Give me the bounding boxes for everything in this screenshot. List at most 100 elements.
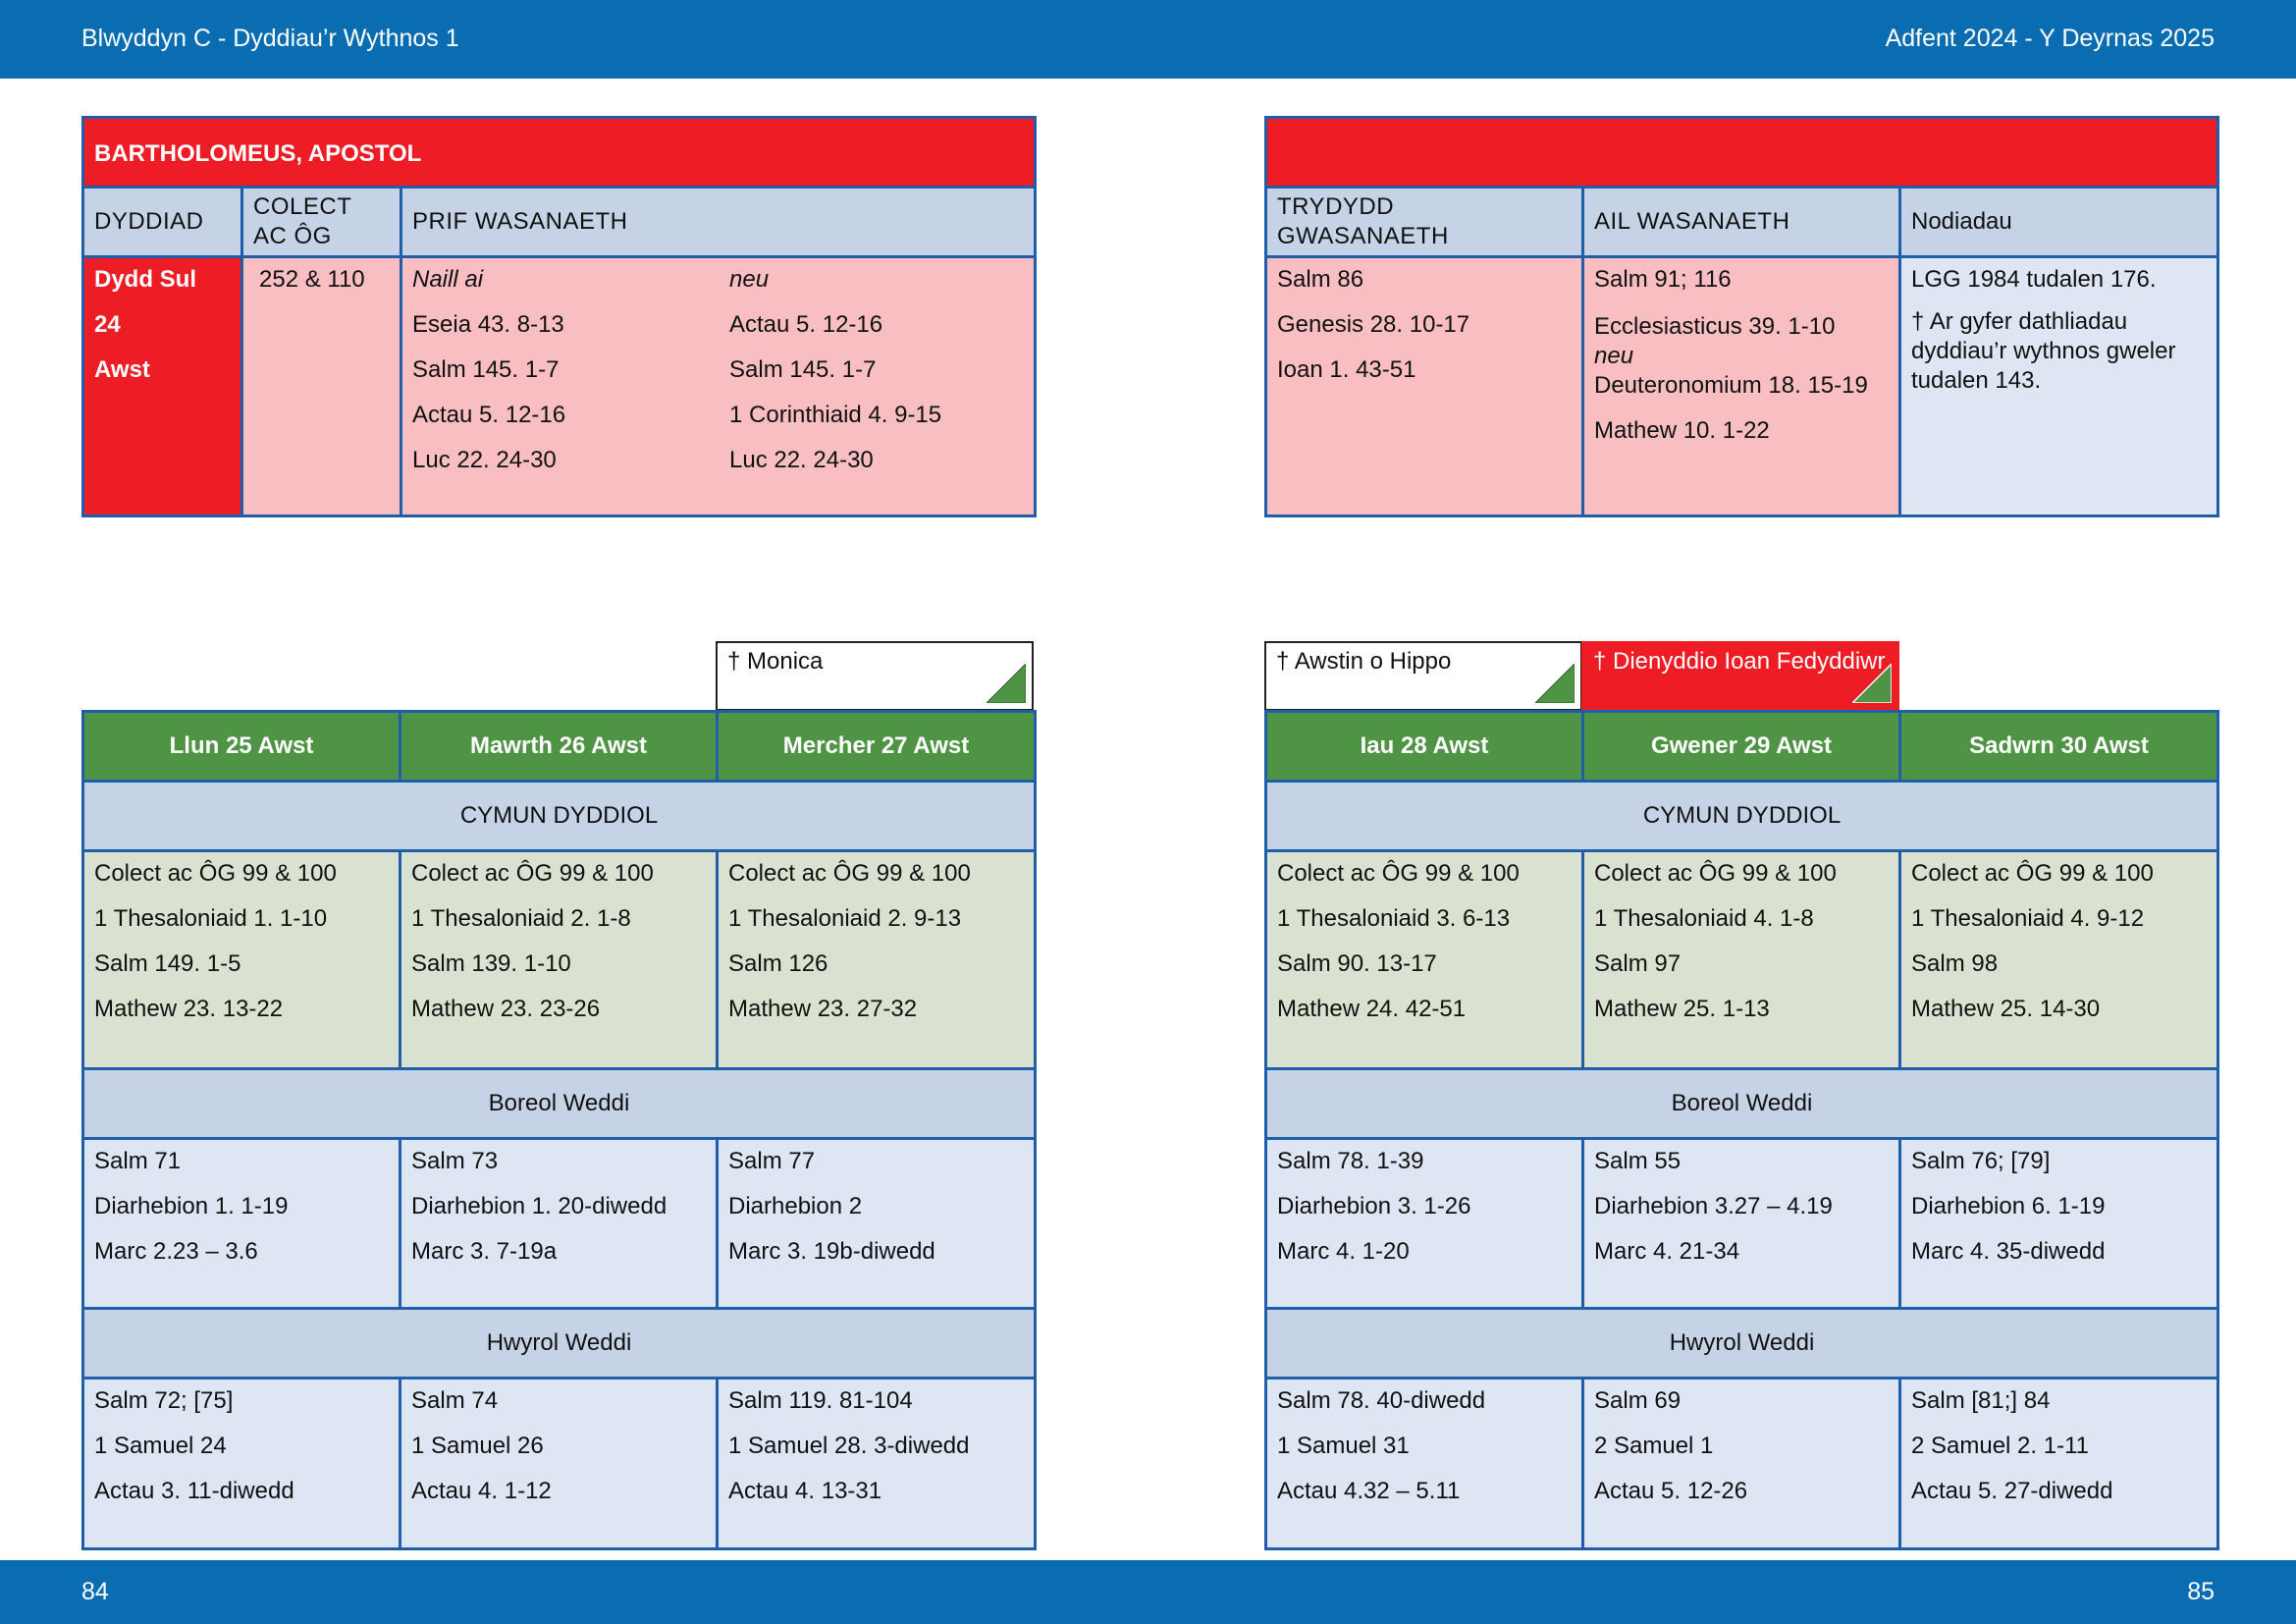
reading: Luc 22. 24-30 xyxy=(412,447,557,473)
reading: 1 Thesaloniaid 3. 6-13 xyxy=(1277,905,1511,932)
evening-cell: Salm 119. 81-104 1 Samuel 28. 3-diwedd A… xyxy=(716,1377,1037,1550)
reading: 1 Samuel 31 xyxy=(1277,1433,1410,1459)
date-line: 24 xyxy=(94,311,121,338)
page-number-left: 84 xyxy=(81,1578,109,1605)
feast-table-continued: TRYDYDD GWASANAETH AIL WASANAETH Nodiada… xyxy=(1263,116,2220,517)
reading: Salm 86 xyxy=(1277,266,1364,293)
notes-cell: LGG 1984 tudalen 176. † Ar gyfer dathlia… xyxy=(1897,255,2220,517)
main-option-b: neu Actau 5. 12-16 Salm 145. 1-7 1 Corin… xyxy=(729,263,941,489)
reading: Actau 5. 12-16 xyxy=(729,311,883,338)
reading: 1 Thesaloniaid 4. 9-12 xyxy=(1911,905,2145,932)
section-evening-prayer: Hwyrol Weddi xyxy=(81,1307,1037,1380)
reading: Salm 78. 1-39 xyxy=(1277,1148,1424,1174)
reading: Ioan 1. 43-51 xyxy=(1277,356,1416,383)
evening-cell: Salm 78. 40-diwedd 1 Samuel 31 Actau 4.3… xyxy=(1264,1377,1584,1550)
reading: Diarhebion 3. 1-26 xyxy=(1277,1193,1471,1219)
evening-cell: Salm 72; [75] 1 Samuel 24 Actau 3. 11-di… xyxy=(81,1377,401,1550)
communion-cell: Colect ac ÔG 99 & 100 1 Thesaloniaid 4. … xyxy=(1898,849,2219,1070)
communion-cell: Colect ac ÔG 99 & 100 1 Thesaloniaid 3. … xyxy=(1264,849,1584,1070)
reading: 2 Samuel 1 xyxy=(1594,1433,1714,1459)
reading: Mathew 25. 1-13 xyxy=(1594,996,1770,1022)
reading: 1 Corinthiaid 4. 9-15 xyxy=(729,402,942,428)
footer-band: 84 85 xyxy=(0,1560,2296,1624)
communion-cell: Colect ac ÔG 99 & 100 1 Thesaloniaid 4. … xyxy=(1581,849,1901,1070)
commemoration-ioan: † Dienyddio Ioan Fedyddiwr xyxy=(1581,641,1899,711)
reading: 1 Samuel 26 xyxy=(411,1433,544,1459)
evening-cell: Salm 69 2 Samuel 1 Actau 5. 12-26 xyxy=(1581,1377,1901,1550)
header-right-title: Adfent 2024 - Y Deyrnas 2025 xyxy=(1885,25,2215,52)
reading: Mathew 25. 14-30 xyxy=(1911,996,2101,1022)
day-header: Gwener 29 Awst xyxy=(1581,710,1901,783)
reading: Diarhebion 3.27 – 4.19 xyxy=(1594,1193,1833,1219)
section-morning-prayer: Boreol Weddi xyxy=(81,1067,1037,1140)
commemoration-awstin: † Awstin o Hippo xyxy=(1264,641,1582,711)
col-collect-header: COLECT AC ÔG xyxy=(240,186,402,258)
reading: 1 Samuel 28. 3-diwedd xyxy=(728,1433,970,1459)
reading: 1 Samuel 24 xyxy=(94,1433,227,1459)
reading: Mathew 23. 13-22 xyxy=(94,996,284,1022)
reading: Colect ac ÔG 99 & 100 xyxy=(1594,860,1837,887)
day-header: Mawrth 26 Awst xyxy=(399,710,719,783)
date-line: Dydd Sul xyxy=(94,266,197,293)
reading: Luc 22. 24-30 xyxy=(729,447,874,473)
reading: Actau 5. 12-16 xyxy=(412,402,566,428)
reading: Salm 77 xyxy=(728,1148,816,1174)
page-number-right: 85 xyxy=(2187,1578,2215,1605)
section-morning-prayer: Boreol Weddi xyxy=(1264,1067,2219,1140)
day-header: Mercher 27 Awst xyxy=(716,710,1037,783)
note: LGG 1984 tudalen 176. xyxy=(1911,266,2157,293)
reading: Mathew 24. 42-51 xyxy=(1277,996,1467,1022)
green-triangle-icon xyxy=(1535,664,1575,703)
reading: Salm [81;] 84 xyxy=(1911,1387,2051,1414)
collect-value: 252 & 110 xyxy=(259,266,365,293)
col-date-header: DYDDIAD xyxy=(81,186,243,258)
option-label: neu xyxy=(729,266,770,293)
reading: Diarhebion 6. 1-19 xyxy=(1911,1193,2106,1219)
reading: Genesis 28. 10-17 xyxy=(1277,311,1470,338)
reading: Diarhebion 1. 20-diwedd xyxy=(411,1193,667,1219)
reading: Actau 5. 27-diwedd xyxy=(1911,1478,2113,1504)
date-cell: Dydd Sul 24 Awst xyxy=(81,255,243,517)
reading: 2 Samuel 2. 1-11 xyxy=(1911,1433,2089,1459)
reading: Marc 2.23 – 3.6 xyxy=(94,1238,258,1265)
option-label: Naill ai xyxy=(412,266,484,293)
commemoration-label: † Dienyddio Ioan Fedyddiwr xyxy=(1593,648,1886,675)
reading: Actau 4. 1-12 xyxy=(411,1478,552,1504)
evening-cell: Salm [81;] 84 2 Samuel 2. 1-11 Actau 5. … xyxy=(1898,1377,2219,1550)
morning-cell: Salm 73 Diarhebion 1. 20-diwedd Marc 3. … xyxy=(399,1137,719,1310)
reading: Colect ac ÔG 99 & 100 xyxy=(1911,860,2154,887)
feast-title-bar xyxy=(1263,116,2220,189)
reading: Salm 72; [75] xyxy=(94,1387,234,1414)
reading: Eseia 43. 8-13 xyxy=(412,311,564,338)
reading: Marc 4. 21-34 xyxy=(1594,1238,1740,1265)
section-evening-prayer: Hwyrol Weddi xyxy=(1264,1307,2219,1380)
reading: Colect ac ÔG 99 & 100 xyxy=(1277,860,1520,887)
reading: Mathew 10. 1-22 xyxy=(1594,417,1770,444)
reading: Salm 91; 116 xyxy=(1594,266,1732,293)
third-service-cell: Salm 86 Genesis 28. 10-17 Ioan 1. 43-51 xyxy=(1264,255,1584,517)
feast-table: BARTHOLOMEUS, APOSTOL DYDDIAD COLECT AC … xyxy=(81,116,1037,517)
reading: Salm 71 xyxy=(94,1148,182,1174)
col-second-service-header: AIL WASANAETH xyxy=(1581,186,1901,258)
reading: Diarhebion 2 xyxy=(728,1193,863,1219)
reading: Salm 145. 1-7 xyxy=(729,356,877,383)
evening-cell: Salm 74 1 Samuel 26 Actau 4. 1-12 xyxy=(399,1377,719,1550)
morning-cell: Salm 71 Diarhebion 1. 1-19 Marc 2.23 – 3… xyxy=(81,1137,401,1310)
main-service-cell: Naill ai Eseia 43. 8-13 Salm 145. 1-7 Ac… xyxy=(400,255,1037,517)
feast-title: BARTHOLOMEUS, APOSTOL xyxy=(81,116,1037,189)
commemoration-monica: † Monica xyxy=(716,641,1034,711)
reading: Colect ac ÔG 99 & 100 xyxy=(94,860,337,887)
reading: Marc 4. 35-diwedd xyxy=(1911,1238,2106,1265)
reading: 1 Thesaloniaid 1. 1-10 xyxy=(94,905,328,932)
reading: Salm 73 xyxy=(411,1148,499,1174)
green-triangle-icon xyxy=(987,664,1026,703)
reading: Diarhebion 1. 1-19 xyxy=(94,1193,289,1219)
reading: Actau 4.32 – 5.11 xyxy=(1277,1478,1461,1504)
reading: 1 Thesaloniaid 2. 9-13 xyxy=(728,905,962,932)
second-service-cell: Salm 91; 116 Ecclesiasticus 39. 1-10 neu… xyxy=(1581,255,1901,517)
reading: Salm 98 xyxy=(1911,950,1999,977)
reading: Actau 3. 11-diwedd xyxy=(94,1478,294,1504)
reading: Salm 119. 81-104 xyxy=(728,1387,913,1414)
reading: Salm 139. 1-10 xyxy=(411,950,571,977)
communion-cell: Colect ac ÔG 99 & 100 1 Thesaloniaid 1. … xyxy=(81,849,401,1070)
